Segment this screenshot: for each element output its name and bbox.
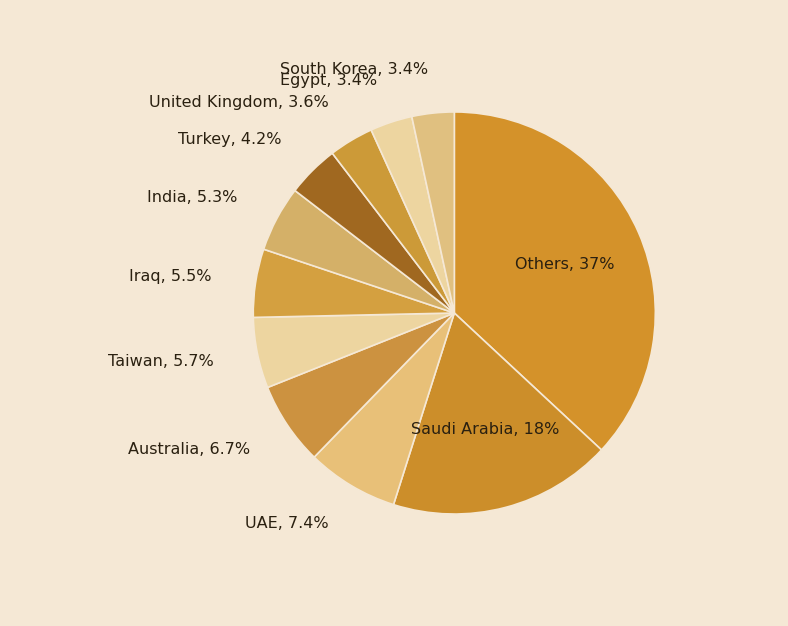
Text: Australia, 6.7%: Australia, 6.7% xyxy=(128,442,251,457)
Wedge shape xyxy=(371,116,455,313)
Wedge shape xyxy=(295,153,455,313)
Text: UAE, 7.4%: UAE, 7.4% xyxy=(245,516,329,531)
Wedge shape xyxy=(393,313,601,514)
Text: Taiwan, 5.7%: Taiwan, 5.7% xyxy=(108,354,214,369)
Text: Iraq, 5.5%: Iraq, 5.5% xyxy=(129,269,212,284)
Wedge shape xyxy=(314,313,455,505)
Wedge shape xyxy=(412,112,455,313)
Text: United Kingdom, 3.6%: United Kingdom, 3.6% xyxy=(149,95,329,110)
Wedge shape xyxy=(455,112,656,450)
Wedge shape xyxy=(253,249,455,317)
Text: South Korea, 3.4%: South Korea, 3.4% xyxy=(280,61,428,76)
Text: Egypt, 3.4%: Egypt, 3.4% xyxy=(280,73,377,88)
Wedge shape xyxy=(264,190,455,313)
Text: Saudi Arabia, 18%: Saudi Arabia, 18% xyxy=(411,422,559,437)
Text: Turkey, 4.2%: Turkey, 4.2% xyxy=(177,132,281,147)
Wedge shape xyxy=(333,130,455,313)
Wedge shape xyxy=(253,313,455,387)
Wedge shape xyxy=(268,313,455,457)
Text: India, 5.3%: India, 5.3% xyxy=(147,190,238,205)
Text: Others, 37%: Others, 37% xyxy=(515,257,615,272)
